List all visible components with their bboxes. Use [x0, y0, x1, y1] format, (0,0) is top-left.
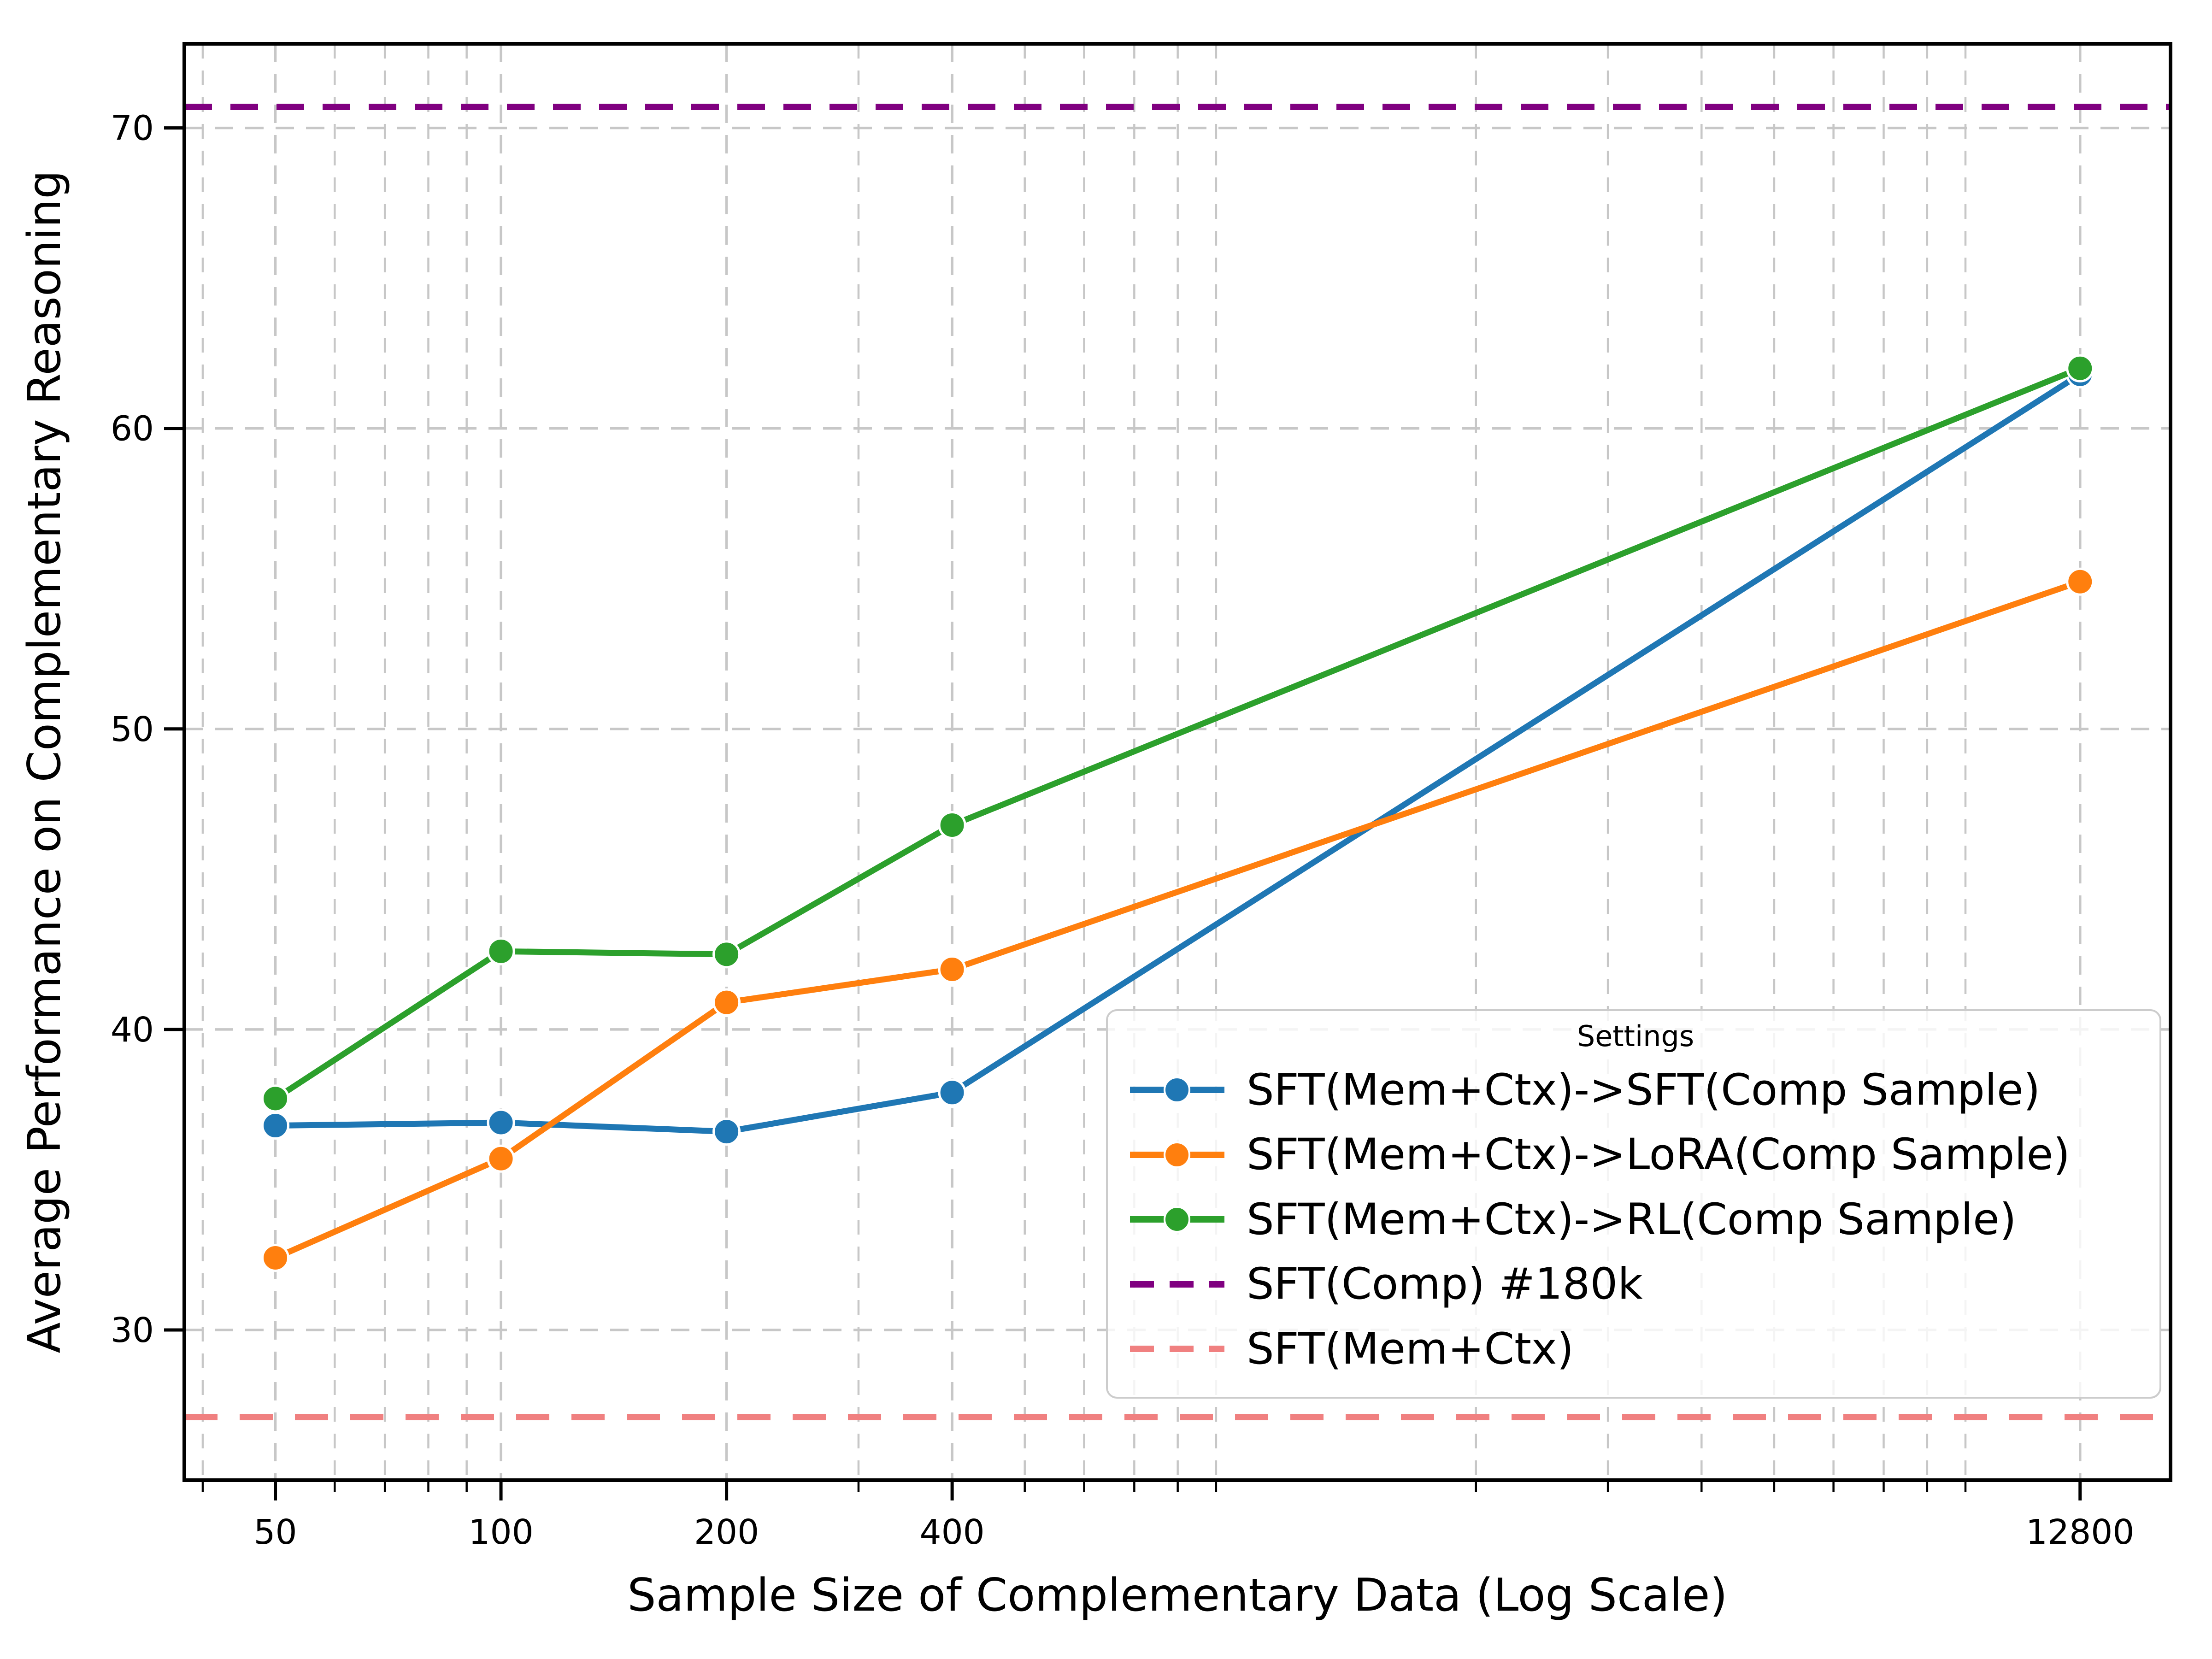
line-marker-swatch-green-icon	[1130, 1206, 1224, 1233]
legend-label-rl: SFT(Mem+Ctx)->RL(Comp Sample)	[1247, 1194, 2017, 1245]
data-point	[938, 1078, 966, 1107]
x-tick-label: 12800	[2026, 1512, 2134, 1552]
data-point	[938, 811, 966, 839]
legend-item-sft: SFT(Mem+Ctx)->SFT(Comp Sample)	[1130, 1058, 2141, 1122]
y-tick-label: 70	[111, 109, 154, 148]
legend-item-rl: SFT(Mem+Ctx)->RL(Comp Sample)	[1130, 1187, 2141, 1252]
x-tick-label: 100	[468, 1512, 533, 1552]
data-point	[2066, 354, 2094, 382]
data-point	[487, 1108, 515, 1137]
y-tick-label: 60	[111, 409, 154, 449]
data-point	[487, 937, 515, 965]
legend: Settings SFT(Mem+Ctx)->SFT(Comp Sample) …	[1106, 1009, 2161, 1399]
legend-item-sft-comp-180k: SFT(Comp) #180k	[1130, 1252, 2141, 1317]
legend-title: Settings	[1577, 1019, 1694, 1053]
data-point	[712, 940, 741, 969]
legend-label-sft-mem-ctx: SFT(Mem+Ctx)	[1247, 1324, 1574, 1374]
data-point	[2066, 567, 2094, 596]
line-marker-swatch-orange-icon	[1130, 1141, 1224, 1168]
x-axis-label: Sample Size of Complementary Data (Log S…	[627, 1569, 1728, 1622]
line-marker-swatch-blue-icon	[1130, 1077, 1224, 1103]
data-point	[712, 1118, 741, 1146]
legend-item-lora: SFT(Mem+Ctx)->LoRA(Comp Sample)	[1130, 1123, 2141, 1187]
y-tick-label: 40	[111, 1010, 154, 1050]
dashed-line-swatch-purple-icon	[1130, 1281, 1224, 1288]
legend-items: SFT(Mem+Ctx)->SFT(Comp Sample) SFT(Mem+C…	[1130, 1058, 2141, 1381]
legend-label-lora: SFT(Mem+Ctx)->LoRA(Comp Sample)	[1247, 1130, 2071, 1180]
dashed-line-swatch-pink-icon	[1130, 1346, 1224, 1352]
x-tick-label: 50	[253, 1512, 297, 1552]
data-point	[261, 1112, 290, 1140]
data-point	[261, 1243, 290, 1272]
x-tick-label: 200	[694, 1512, 759, 1552]
data-point	[487, 1144, 515, 1173]
legend-label-sft-comp-180k: SFT(Comp) #180k	[1247, 1259, 1643, 1309]
data-point	[938, 955, 966, 983]
data-point	[712, 988, 741, 1017]
data-point	[261, 1084, 290, 1113]
x-tick-label: 400	[920, 1512, 985, 1552]
y-tick-label: 50	[111, 710, 154, 749]
legend-label-sft: SFT(Mem+Ctx)->SFT(Comp Sample)	[1247, 1065, 2041, 1115]
legend-item-sft-mem-ctx: SFT(Mem+Ctx)	[1130, 1317, 2141, 1381]
y-axis-label: Average Performance on Complementary Rea…	[18, 170, 71, 1353]
y-tick-label: 30	[111, 1311, 154, 1350]
